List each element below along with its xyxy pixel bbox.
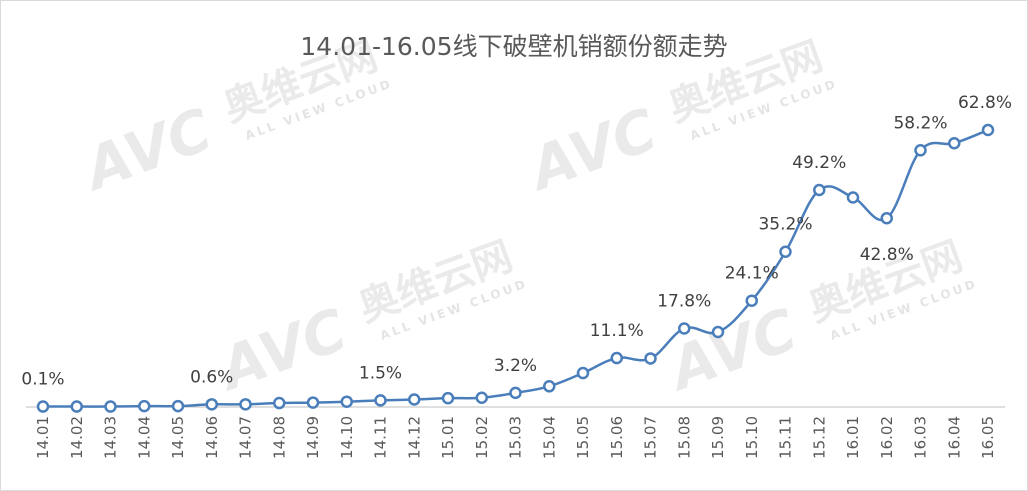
x-tick-label: 16.03 — [912, 416, 930, 459]
data-point — [475, 391, 488, 404]
watermark-brand: AVC — [73, 95, 221, 204]
data-label: 0.6% — [190, 367, 233, 387]
x-tick-label: 16.05 — [979, 416, 997, 459]
watermark-brand: AVC — [208, 295, 356, 404]
data-point — [408, 393, 421, 406]
x-tick-label: 16.04 — [945, 416, 963, 459]
x-tick-label: 15.05 — [574, 416, 592, 459]
data-point — [813, 183, 826, 197]
data-label: 11.1% — [590, 321, 644, 341]
data-label: 58.2% — [893, 113, 947, 133]
data-point — [745, 294, 758, 307]
x-tick-label: 14.12 — [405, 416, 423, 459]
data-point — [610, 351, 623, 365]
data-point — [70, 400, 83, 413]
data-point — [239, 398, 252, 411]
x-tick-label: 15.11 — [777, 416, 795, 459]
data-point — [779, 245, 792, 258]
x-tick-label: 15.06 — [608, 416, 626, 459]
x-tick-label: 15.12 — [810, 416, 828, 459]
x-tick-label: 15.03 — [507, 416, 525, 459]
x-tick-label: 14.08 — [270, 416, 288, 459]
data-point — [374, 394, 387, 407]
data-point — [543, 380, 556, 393]
data-point — [846, 191, 860, 204]
data-point — [205, 398, 218, 411]
x-tick-label: 15.02 — [473, 416, 491, 459]
x-tick-label: 14.09 — [304, 416, 322, 459]
data-point — [678, 322, 691, 335]
x-tick-label: 14.03 — [102, 416, 120, 459]
data-point — [576, 366, 590, 380]
x-tick-labels: 14.01 14.02 14.03 14.04 14.05 14.06 14.07 14.08… — [34, 416, 997, 459]
x-tick-label: 15.04 — [540, 416, 558, 459]
data-label: 42.8% — [860, 245, 914, 265]
data-label: 62.8% — [958, 93, 1012, 113]
data-label: 3.2% — [494, 356, 537, 376]
data-point — [36, 400, 50, 413]
data-point — [509, 386, 522, 400]
data-label: 24.1% — [725, 264, 779, 284]
watermark-brand: AVC — [518, 95, 666, 204]
data-point — [340, 395, 353, 408]
data-point — [441, 391, 455, 405]
x-tick-label: 15.09 — [709, 416, 727, 459]
x-tick-label: 14.07 — [237, 416, 255, 459]
data-point — [138, 399, 151, 413]
data-point — [171, 399, 185, 413]
x-tick-label: 16.02 — [878, 416, 896, 459]
x-tick-label: 15.01 — [439, 416, 457, 459]
data-labels: 0.1% 0.6% 1.5% 3.2% 11.1% 17.8% 24.1% 35.2% 49.2… — [21, 93, 1012, 390]
data-point — [711, 325, 725, 339]
x-tick-label: 14.05 — [169, 416, 187, 459]
x-tick-label: 14.02 — [68, 416, 86, 459]
data-point — [104, 400, 117, 413]
x-tick-label: 14.11 — [372, 416, 390, 459]
data-point — [948, 136, 961, 150]
x-tick-label: 14.06 — [203, 416, 221, 459]
x-tick-label: 14.04 — [135, 416, 153, 459]
x-tick-label: 14.10 — [338, 416, 356, 459]
x-tick-label: 15.10 — [743, 416, 761, 459]
watermark-brand: AVC — [658, 295, 806, 404]
x-tick-label: 14.01 — [34, 416, 52, 459]
data-point — [981, 123, 995, 137]
chart-title: 14.01-16.05线下破壁机销额份额走势 — [300, 32, 727, 61]
data-point — [306, 396, 320, 409]
x-tick-label: 16.01 — [844, 416, 862, 459]
data-label: 0.1% — [21, 370, 64, 390]
x-tick-label: 15.08 — [675, 416, 693, 459]
data-label: 17.8% — [657, 291, 711, 311]
data-label: 35.2% — [758, 215, 812, 235]
data-point — [273, 396, 286, 410]
data-label: 49.2% — [792, 153, 846, 173]
data-point — [644, 352, 657, 365]
data-label: 1.5% — [359, 363, 402, 383]
series-markers — [36, 123, 995, 413]
data-point — [914, 144, 927, 157]
data-point — [880, 211, 893, 225]
x-tick-label: 15.07 — [642, 416, 660, 459]
